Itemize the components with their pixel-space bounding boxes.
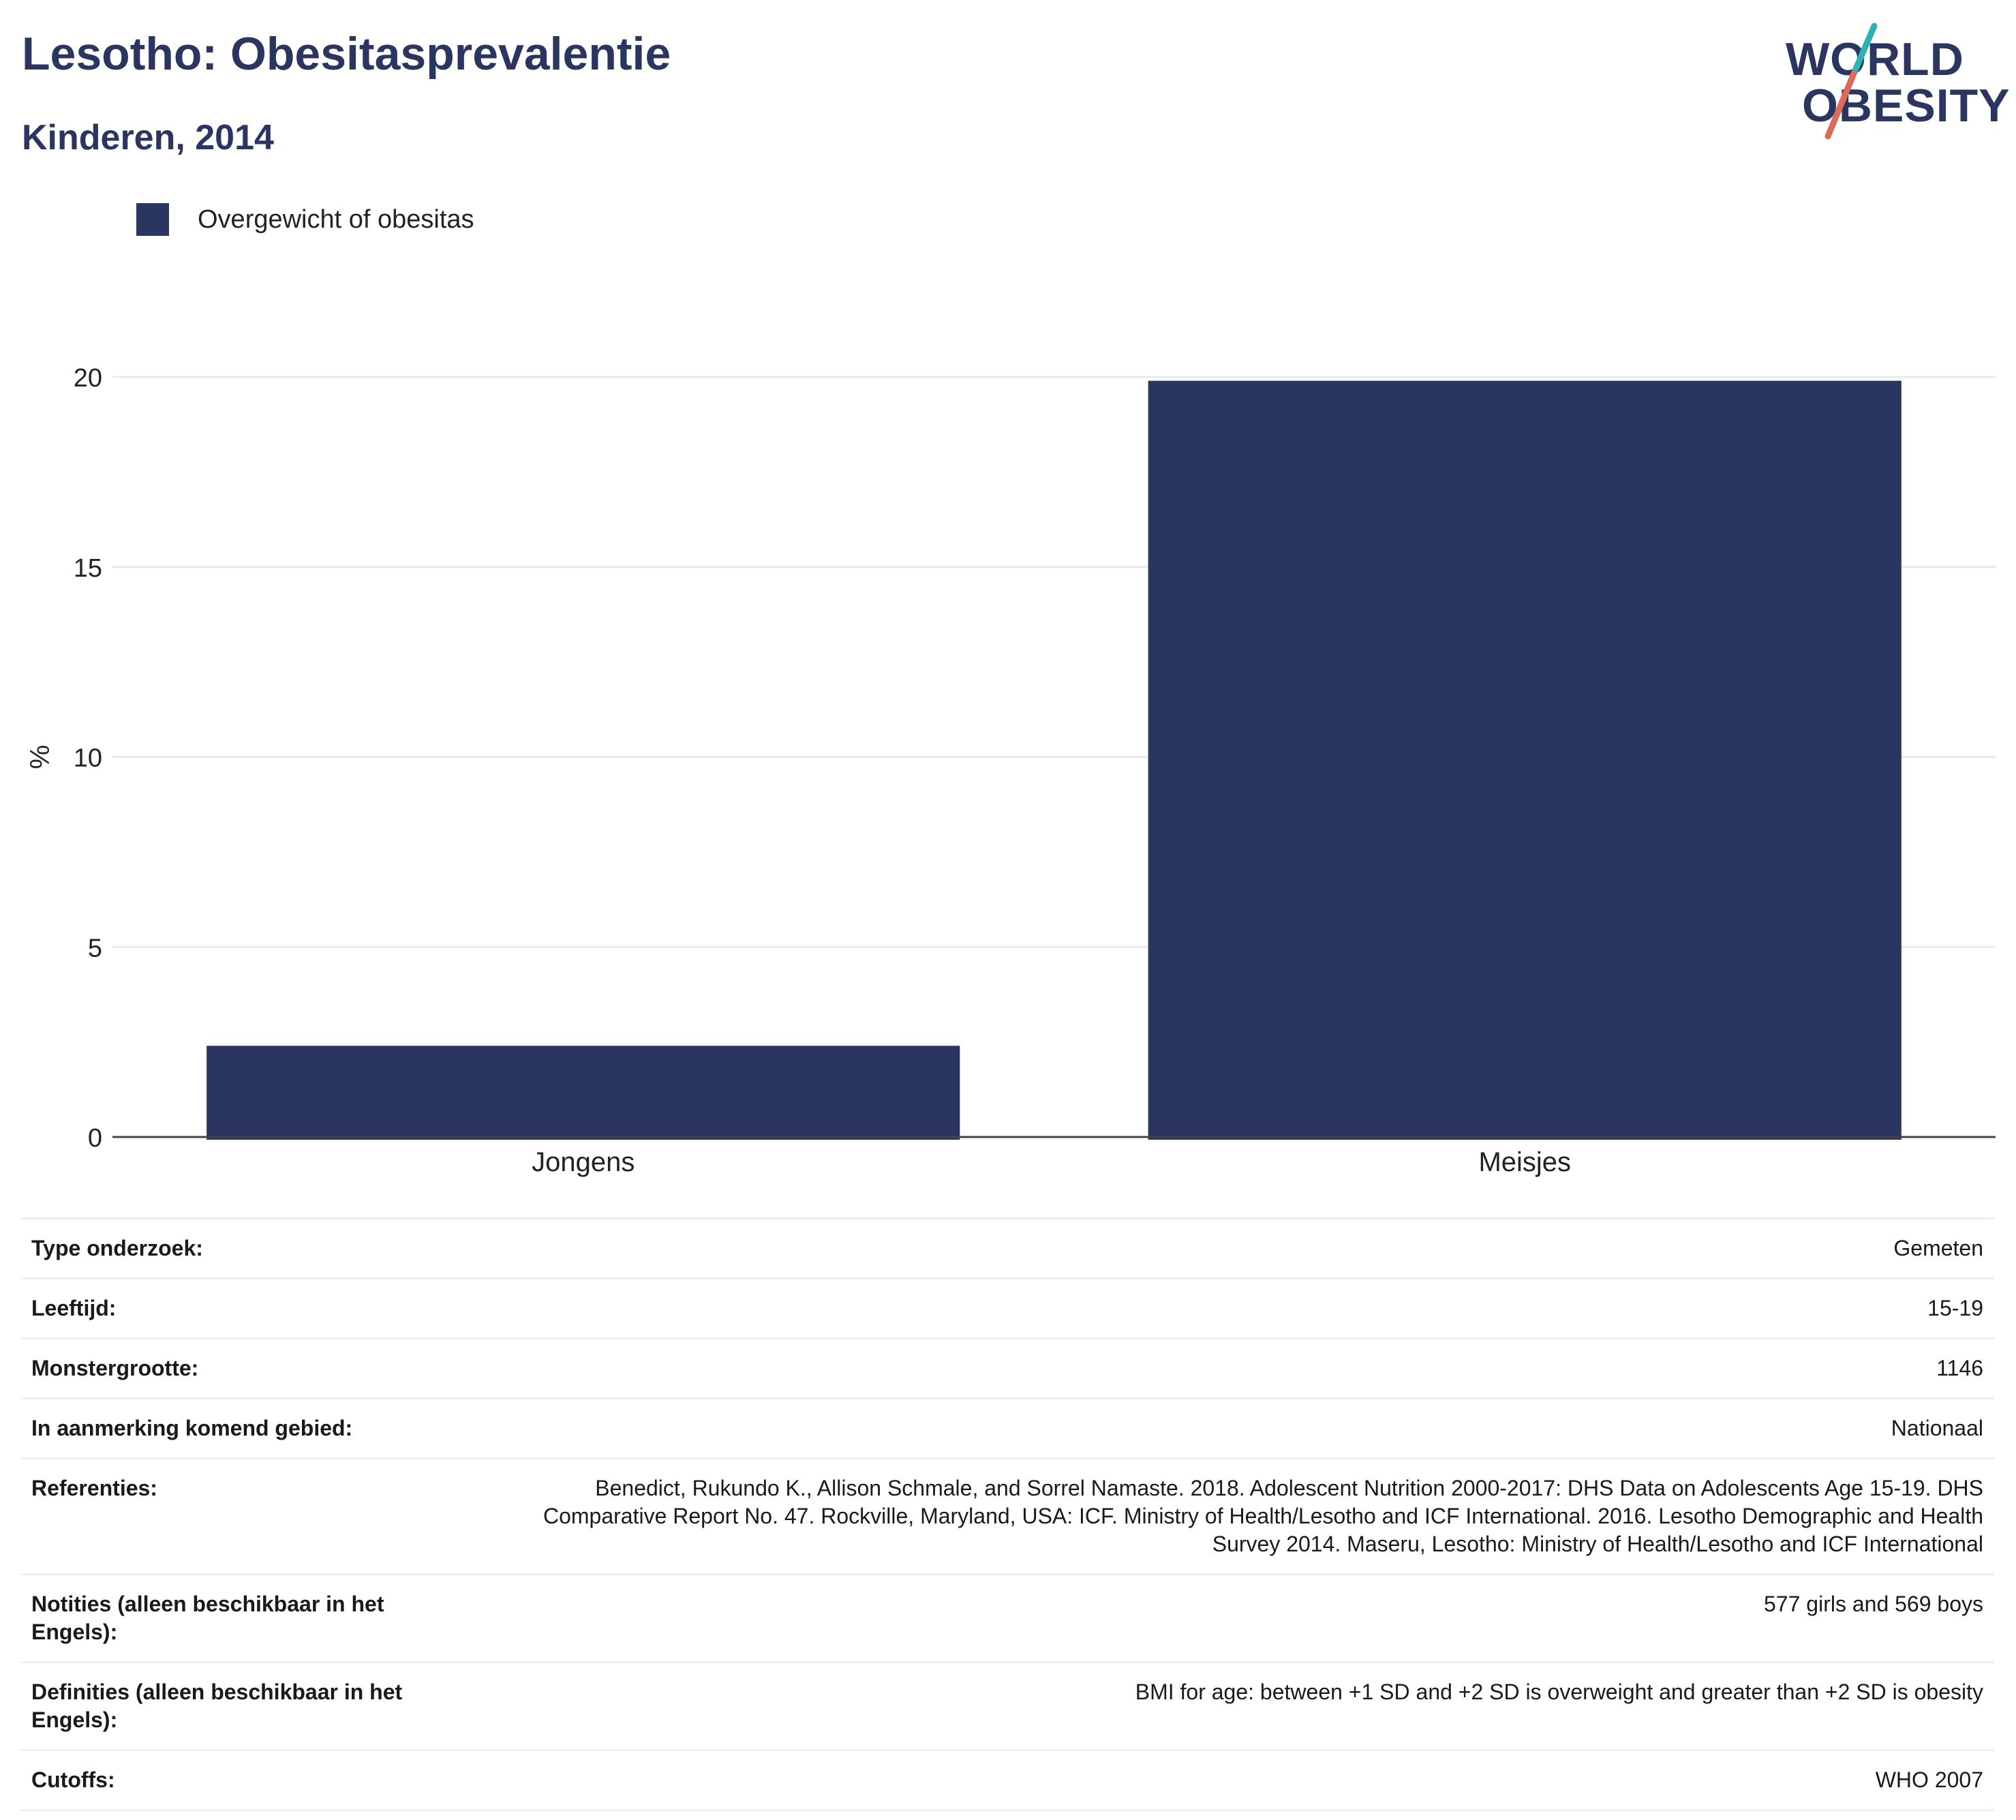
legend-swatch bbox=[136, 203, 169, 236]
details-row: Referenties: Benedict, Rukundo K., Alliso… bbox=[20, 1459, 1994, 1575]
details-key: Leeftijd: bbox=[31, 1296, 117, 1320]
y-tick-label-20: 20 bbox=[74, 364, 102, 393]
details-key: Type onderzoek: bbox=[31, 1236, 203, 1260]
y-axis-label: % bbox=[25, 745, 55, 770]
legend-label: Overgewicht of obesitas bbox=[198, 204, 474, 234]
survey-details-table: Type onderzoek: Gemeten Leeftijd: 15-19 Mons… bbox=[20, 1217, 1994, 1811]
details-key: Monstergrootte: bbox=[31, 1356, 199, 1380]
details-value: Benedict, Rukundo K., Allison Schmale, a… bbox=[543, 1476, 1983, 1556]
y-tick-label-15: 15 bbox=[74, 554, 102, 583]
details-value: 577 girls and 569 boys bbox=[1764, 1592, 1983, 1616]
details-value: Nationaal bbox=[1891, 1416, 1983, 1440]
details-value: Gemeten bbox=[1893, 1236, 1983, 1260]
details-row: Definities (alleen beschikbaar in het En… bbox=[20, 1663, 1994, 1751]
details-key: Cutoffs: bbox=[31, 1768, 115, 1792]
details-value: 1146 bbox=[1936, 1356, 1983, 1380]
page-title: Lesotho: Obesitasprevalentie bbox=[22, 28, 671, 80]
details-row: Cutoffs: WHO 2007 bbox=[20, 1751, 1994, 1811]
details-value: WHO 2007 bbox=[1875, 1768, 1983, 1792]
x-tick-label-jongens: Jongens bbox=[532, 1147, 635, 1177]
details-key: In aanmerking komend gebied: bbox=[31, 1416, 353, 1440]
y-tick-label-5: 5 bbox=[88, 934, 102, 962]
details-row: Leeftijd: 15-19 bbox=[20, 1279, 1994, 1339]
bar-jongens bbox=[207, 1046, 960, 1140]
details-key: Definities (alleen beschikbaar in het En… bbox=[31, 1680, 403, 1732]
bar-meisjes bbox=[1148, 380, 1902, 1140]
details-value: BMI for age: between +1 SD and +2 SD is … bbox=[1135, 1680, 1983, 1704]
details-row: Type onderzoek: Gemeten bbox=[20, 1219, 1994, 1279]
bar-chart: 0 5 10 15 20% Jongens Meisjes bbox=[25, 364, 1996, 1177]
logo-text-world: WORLD bbox=[1786, 33, 1964, 85]
y-tick-label-10: 10 bbox=[74, 744, 102, 773]
y-tick-label-0: 0 bbox=[88, 1124, 102, 1153]
details-row: In aanmerking komend gebied: Nationaal bbox=[20, 1399, 1994, 1459]
page-subtitle: Kinderen, 2014 bbox=[22, 118, 274, 157]
details-key: Notities (alleen beschikbaar in het Enge… bbox=[31, 1592, 384, 1644]
details-row: Notities (alleen beschikbaar in het Enge… bbox=[20, 1575, 1994, 1663]
x-tick-label-meisjes: Meisjes bbox=[1478, 1147, 1571, 1177]
logo-slash-icon bbox=[1824, 22, 1878, 140]
details-row: Monstergrootte: 1146 bbox=[20, 1339, 1994, 1399]
chart-legend[interactable]: Overgewicht of obesitas bbox=[136, 202, 474, 237]
details-value: 15-19 bbox=[1927, 1296, 1983, 1320]
details-key: Referenties: bbox=[31, 1476, 157, 1500]
world-obesity-logo[interactable]: WORLD OBESITY bbox=[1772, 19, 2010, 142]
